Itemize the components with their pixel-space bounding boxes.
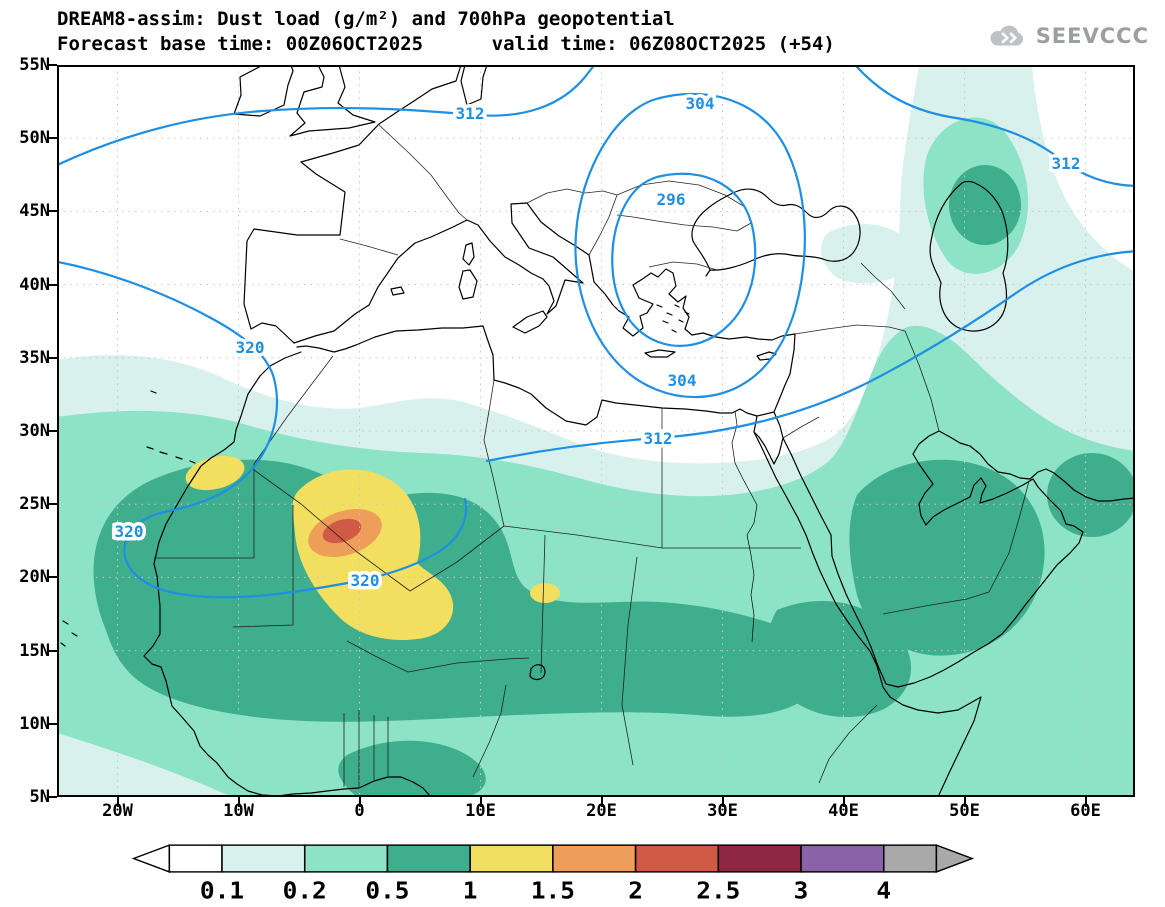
lat-tick-label: 25N (19, 494, 50, 515)
lat-tick-mark (47, 503, 57, 506)
lon-tick-mark (842, 797, 845, 807)
colorbar-segment (469, 844, 554, 873)
contour-label: 312 (456, 104, 485, 123)
lat-tick-mark (47, 210, 57, 213)
colorbar-tick-label: 0.1 (200, 877, 244, 904)
map-plot: 312 304 296 304 312 312 320 320 320 (57, 65, 1135, 797)
dust-level-0.5-west-africa (93, 459, 824, 722)
contour-label: 320 (236, 338, 265, 357)
colorbar-tick-label: 1 (463, 877, 478, 904)
contour-label: 304 (668, 371, 697, 390)
lat-tick-mark (47, 576, 57, 579)
lon-tick-mark (963, 797, 966, 807)
dust-level-1-wsahara-spot (185, 455, 245, 491)
geopotential-312-south (485, 250, 1135, 463)
lat-tick-label: 55N (19, 55, 50, 75)
lat-tick-mark (47, 796, 57, 798)
lon-tick-label: 20W (102, 801, 133, 821)
geopotential-312-northeast (853, 65, 1135, 187)
lat-tick-label: 5N (29, 787, 50, 807)
colorbar-left-arrow (131, 844, 171, 873)
lon-tick-mark (1084, 797, 1087, 807)
lon-tick-label: 20E (586, 801, 617, 821)
colorbar-segment (800, 844, 885, 873)
lon-tick-mark (479, 797, 482, 807)
colorbar: 0.1 0.2 0.5 1 1.5 2 2.5 3 4 (131, 844, 975, 904)
cloud-logo-icon (990, 25, 1023, 46)
chart-title: DREAM8-assim: Dust load (g/m²) and 700hP… (57, 8, 675, 30)
colorbar-segment (883, 844, 938, 873)
colorbar-tick-label: 2 (628, 877, 643, 904)
geopotential-contours: 312 304 296 304 312 312 320 320 320 (57, 65, 1135, 599)
geopotential-320-west (57, 260, 468, 599)
lat-tick-label: 15N (19, 640, 50, 661)
lat-tick-label: 10N (19, 713, 50, 734)
colorbar-tick-label: 0.2 (283, 877, 327, 904)
lon-tick-label: 30E (707, 801, 738, 821)
seevccc-logo: SEEVCCC (986, 22, 1149, 50)
dust-level-0.5-caucasus-spot (949, 165, 1021, 245)
colorbar-segment (386, 844, 471, 873)
colorbar-segment (303, 844, 389, 873)
lon-tick-mark (600, 797, 603, 807)
contour-label: 296 (657, 190, 686, 209)
lat-tick-label: 30N (19, 421, 50, 441)
lat-tick-mark (47, 356, 57, 359)
lat-tick-label: 40N (19, 274, 50, 295)
contour-label: 320 (115, 522, 144, 541)
lat-tick-mark (47, 137, 57, 140)
lon-tick-mark (116, 797, 119, 807)
lon-tick-label: 60E (1070, 801, 1101, 821)
lat-tick-label: 45N (19, 201, 50, 222)
geopotential-296-low (611, 172, 757, 347)
lat-tick-mark (47, 430, 57, 432)
dust-level-0.5-arabia (849, 459, 1045, 656)
geopotential-312-northwest (57, 65, 596, 167)
lon-tick-mark (237, 797, 240, 807)
dust-level-0.1-anatolia-patch (820, 223, 917, 284)
contour-label: 312 (644, 429, 673, 448)
contour-label: 304 (686, 94, 715, 113)
contour-label: 312 (1052, 154, 1081, 173)
colorbar-segment (552, 844, 637, 873)
dust-level-1-chad-spot (530, 583, 560, 603)
lon-tick-mark (358, 797, 361, 807)
dust-level-0.5-oman-spot (1047, 453, 1135, 537)
colorbar-tick-label: 1.5 (531, 877, 575, 904)
lon-tick-label: 0 (354, 801, 365, 821)
map-frame (57, 65, 1135, 797)
colorbar-segment (221, 844, 306, 873)
lat-tick-label: 35N (19, 347, 50, 368)
dust-level-0.5-guinea-coast (338, 740, 486, 797)
dust-fill-layers (57, 65, 1135, 797)
logo-text: SEEVCCC (1035, 24, 1149, 48)
lon-tick-label: 10W (223, 801, 254, 821)
dust-level-2-spot (322, 518, 362, 544)
dust-level-0.5-sudan (767, 601, 912, 718)
colorbar-segment (168, 844, 223, 873)
dust-level-1-mali-blob (292, 469, 454, 641)
lon-tick-label: 10E (465, 801, 496, 821)
lat-tick-mark (47, 64, 57, 66)
chart-subtitle: Forecast base time: 00Z06OCT2025 valid t… (57, 33, 835, 55)
colorbar-right-arrow (935, 844, 975, 873)
lat-tick-label: 20N (19, 567, 50, 588)
colorbar-tick-label: 3 (794, 877, 809, 904)
lon-tick-label: 50E (949, 801, 980, 821)
lon-tick-mark (721, 797, 724, 807)
geopotential-304-loop (574, 92, 806, 399)
colorbar-segment (717, 844, 802, 873)
contour-label: 320 (351, 571, 380, 590)
colorbar-tick-label: 2.5 (696, 877, 740, 904)
nile-river (731, 410, 758, 643)
lon-tick-label: 40E (828, 801, 859, 821)
lat-tick-mark (47, 649, 57, 652)
colorbar-tick-label: 4 (876, 877, 891, 904)
lat-tick-mark (47, 283, 57, 286)
colorbar-tick-label: 0.5 (365, 877, 409, 904)
colorbar-segment (634, 844, 720, 873)
lat-tick-label: 50N (19, 128, 50, 149)
lat-tick-mark (47, 722, 57, 725)
